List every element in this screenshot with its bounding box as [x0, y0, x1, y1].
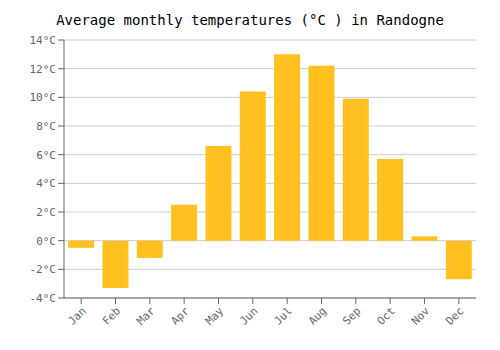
svg-text:0°C: 0°C: [36, 235, 56, 248]
svg-text:Nov: Nov: [409, 304, 433, 328]
svg-text:Aug: Aug: [306, 304, 329, 327]
svg-text:12°C: 12°C: [30, 63, 57, 76]
svg-text:-2°C: -2°C: [30, 263, 57, 276]
html-text:Average monthly temperatures (: Average monthly temperatures (°C ) in Ra…: [56, 12, 444, 28]
svg-text:6°C: 6°C: [36, 149, 56, 162]
svg-text:Jul: Jul: [272, 304, 295, 327]
svg-text:Dec: Dec: [443, 304, 466, 327]
svg-text:10°C: 10°C: [30, 91, 57, 104]
svg-text:Oct: Oct: [375, 304, 398, 327]
svg-text:May: May: [203, 304, 227, 328]
svg-text:Apr: Apr: [169, 304, 193, 328]
svg-text:2°C: 2°C: [36, 206, 56, 219]
svg-text:8°C: 8°C: [36, 120, 56, 133]
svg-text:Sep: Sep: [340, 304, 363, 327]
svg-text:4°C: 4°C: [36, 177, 56, 190]
svg-text:Mar: Mar: [134, 304, 158, 328]
svg-text:Jan: Jan: [66, 304, 89, 327]
svg-text:14°C: 14°C: [30, 34, 57, 47]
svg-text:-4°C: -4°C: [30, 292, 57, 305]
svg-text:Jun: Jun: [237, 304, 260, 327]
svg-text:Feb: Feb: [100, 304, 123, 327]
